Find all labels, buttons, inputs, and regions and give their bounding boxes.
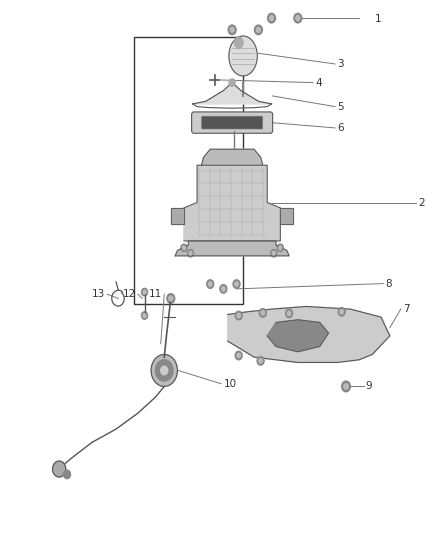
Polygon shape <box>280 208 293 224</box>
Circle shape <box>287 311 291 316</box>
Circle shape <box>141 288 148 296</box>
Circle shape <box>64 470 71 479</box>
Circle shape <box>181 244 187 252</box>
Bar <box>134 37 243 304</box>
Text: 9: 9 <box>366 382 372 391</box>
FancyBboxPatch shape <box>192 112 272 133</box>
Circle shape <box>53 461 66 477</box>
Text: 11: 11 <box>149 289 162 299</box>
Text: 12: 12 <box>123 289 136 299</box>
Circle shape <box>256 27 260 32</box>
Circle shape <box>151 354 177 386</box>
Circle shape <box>235 311 242 320</box>
Circle shape <box>268 13 276 23</box>
Circle shape <box>222 287 225 291</box>
Circle shape <box>169 296 173 301</box>
Circle shape <box>143 313 146 317</box>
Circle shape <box>167 294 175 303</box>
Text: 7: 7 <box>403 304 410 314</box>
FancyBboxPatch shape <box>201 116 263 129</box>
Circle shape <box>220 285 227 293</box>
Circle shape <box>259 359 262 363</box>
Circle shape <box>235 282 238 286</box>
Text: 2: 2 <box>418 198 425 207</box>
Circle shape <box>187 249 194 257</box>
Circle shape <box>340 310 343 314</box>
Circle shape <box>277 244 283 252</box>
Circle shape <box>234 37 243 48</box>
Text: 8: 8 <box>385 279 392 288</box>
Ellipse shape <box>229 36 258 76</box>
Text: 10: 10 <box>223 379 237 389</box>
Circle shape <box>228 25 236 35</box>
Polygon shape <box>267 320 328 352</box>
Circle shape <box>257 357 264 365</box>
Circle shape <box>183 246 186 249</box>
Polygon shape <box>171 208 184 224</box>
Circle shape <box>155 360 173 381</box>
Text: 3: 3 <box>337 59 344 69</box>
Text: 5: 5 <box>337 102 344 111</box>
Text: 4: 4 <box>315 78 322 87</box>
Circle shape <box>296 16 300 21</box>
Polygon shape <box>228 306 390 362</box>
Circle shape <box>237 353 240 358</box>
Circle shape <box>259 309 266 317</box>
Text: 13: 13 <box>92 289 105 299</box>
Circle shape <box>235 351 242 360</box>
Circle shape <box>143 290 146 294</box>
Polygon shape <box>184 165 280 241</box>
Circle shape <box>294 13 302 23</box>
Circle shape <box>233 280 240 288</box>
Circle shape <box>237 313 240 318</box>
Circle shape <box>229 79 235 86</box>
Circle shape <box>269 16 273 21</box>
Circle shape <box>342 381 350 392</box>
Polygon shape <box>193 83 272 104</box>
Circle shape <box>271 249 277 257</box>
Circle shape <box>207 280 214 288</box>
Circle shape <box>279 246 282 249</box>
Text: 1: 1 <box>374 14 381 23</box>
Circle shape <box>261 311 265 315</box>
Text: 6: 6 <box>337 123 344 133</box>
Polygon shape <box>201 149 263 165</box>
Circle shape <box>141 312 148 319</box>
Circle shape <box>189 252 192 255</box>
Circle shape <box>254 25 262 35</box>
Circle shape <box>208 282 212 286</box>
Circle shape <box>286 309 293 318</box>
Circle shape <box>338 308 345 316</box>
Polygon shape <box>175 241 289 256</box>
Circle shape <box>272 252 275 255</box>
Circle shape <box>230 27 234 32</box>
Circle shape <box>161 366 168 375</box>
Circle shape <box>344 384 348 389</box>
